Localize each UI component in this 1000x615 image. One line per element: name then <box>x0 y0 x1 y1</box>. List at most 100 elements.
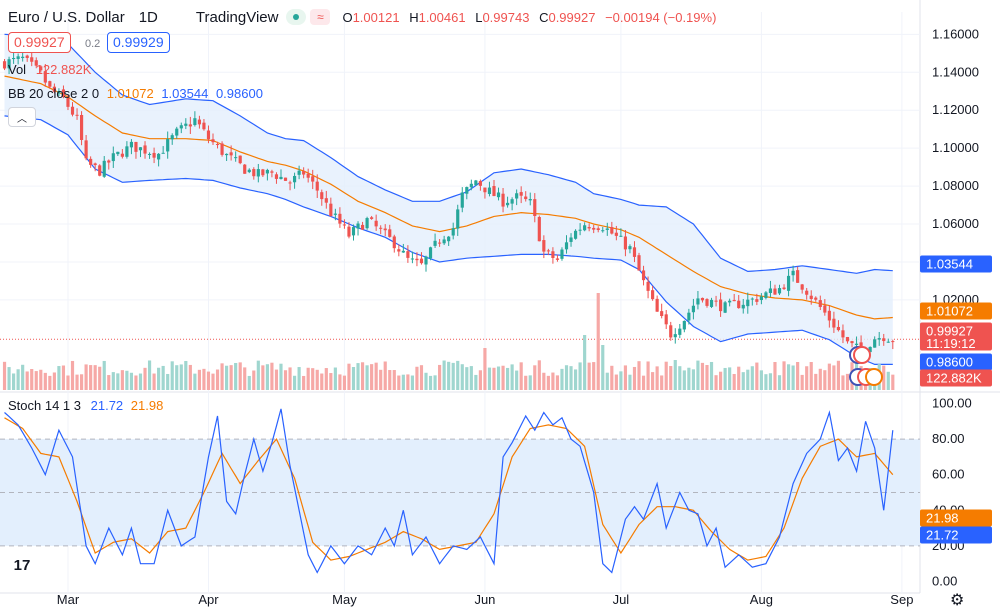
volume-bar <box>98 366 102 390</box>
volume-bar <box>791 365 795 390</box>
candle-body <box>610 227 614 234</box>
price-badge-bg <box>920 255 992 273</box>
spread-label: 0.2 <box>80 35 106 56</box>
candle-body <box>193 118 197 126</box>
volume-bar <box>379 369 383 390</box>
candle-body <box>573 230 578 239</box>
candle-body <box>265 169 269 174</box>
volume-bar <box>184 360 188 390</box>
stoch-k-value: 21.72 <box>90 398 124 413</box>
candle-body <box>442 239 446 244</box>
volume-bar <box>601 345 605 390</box>
candle-body <box>89 158 93 165</box>
price-badge-label: 1.01072 <box>926 304 973 319</box>
candle-body <box>478 181 482 186</box>
volume-bar <box>401 374 405 390</box>
candle-body <box>383 228 387 231</box>
volume-bar <box>764 374 768 390</box>
candlesticks <box>2 51 895 358</box>
volume-bar <box>891 374 895 390</box>
volume-bar <box>782 361 786 390</box>
volume-bar <box>415 366 419 390</box>
volume-bar <box>555 375 560 390</box>
stoch-d-line <box>4 417 894 561</box>
candle-body <box>152 152 156 158</box>
volume-bar <box>428 375 433 390</box>
candle-body <box>70 106 75 115</box>
volume-bar <box>700 362 705 390</box>
candle-body <box>306 173 310 178</box>
candle-body <box>21 56 25 59</box>
volume-bar <box>460 364 464 390</box>
volume-bar <box>836 360 841 390</box>
candle-body <box>791 270 795 276</box>
volume-bar <box>519 362 523 390</box>
volume-bar <box>492 367 496 390</box>
candle-body <box>30 57 34 62</box>
volume-bar <box>651 372 655 390</box>
candle-body <box>732 299 736 302</box>
volume-bar <box>211 373 215 390</box>
buy-button[interactable]: 0.99929 <box>107 32 170 53</box>
market-status-icon[interactable] <box>286 9 307 25</box>
candle-body <box>569 237 573 242</box>
stoch-legend[interactable]: Stoch 14 1 3 21.72 21.98 <box>8 398 164 413</box>
stoch-tick-label: 60.00 <box>932 467 965 482</box>
candle-body <box>2 61 7 69</box>
volume-bar <box>768 373 773 390</box>
sell-button[interactable]: 0.99927 <box>8 32 71 53</box>
volume-bar <box>406 374 410 390</box>
volume-bar <box>84 364 88 390</box>
timeframe-label[interactable]: 1D <box>138 8 158 26</box>
volume-bar <box>360 362 365 390</box>
event-icons <box>849 346 883 386</box>
volume-bar <box>496 366 501 390</box>
candle-body <box>261 169 265 176</box>
volume-legend[interactable]: Vol 122.882K <box>8 62 92 77</box>
volume-bar <box>143 367 147 390</box>
candle-body <box>719 299 723 312</box>
candle-body <box>406 251 410 258</box>
volume-bar <box>370 364 374 390</box>
volume-bar <box>546 375 550 390</box>
volume-bar <box>673 360 677 390</box>
candle-body <box>664 314 668 325</box>
candle-body <box>415 258 419 261</box>
gear-icon[interactable]: ⚙ <box>950 592 965 609</box>
volume-bar <box>320 373 324 390</box>
stoch-d-value: 21.98 <box>130 398 164 413</box>
candle-body <box>370 217 374 219</box>
candle-body <box>728 300 732 303</box>
volume-bar <box>102 360 106 390</box>
symbol-title[interactable]: Euro / U.S. Dollar <box>8 8 125 26</box>
volume-bar <box>157 367 161 390</box>
price-badge-bg <box>920 302 992 320</box>
volume-bar <box>302 375 306 390</box>
candle-body <box>397 249 401 252</box>
chevron-up-icon[interactable]: ︿ <box>8 107 36 127</box>
candle-body <box>805 290 809 295</box>
candle-body <box>519 192 523 196</box>
wave-icon[interactable]: ≈ <box>310 9 331 25</box>
candle-body <box>297 170 301 175</box>
volume-bar <box>365 365 369 390</box>
candle-body <box>401 250 405 253</box>
candle-body <box>628 246 632 250</box>
bb-basis-line <box>4 75 893 320</box>
volume-bar <box>524 375 528 390</box>
bb-legend[interactable]: BB 20 close 2 0 1.01072 1.03544 0.98600 <box>8 86 263 101</box>
volume-bar <box>841 375 845 390</box>
volume-bar <box>614 374 618 390</box>
bb-lower-line <box>4 115 893 365</box>
volume-bar <box>759 370 763 390</box>
volume-bar <box>564 365 569 390</box>
candle-body <box>474 180 478 186</box>
candle-body <box>161 152 165 154</box>
volume-bar <box>324 368 328 390</box>
candle-body <box>25 55 29 58</box>
time-tick-label: Apr <box>198 592 219 607</box>
candle-body <box>456 209 460 229</box>
volume-bar <box>193 373 197 390</box>
volume-bar <box>433 375 437 390</box>
